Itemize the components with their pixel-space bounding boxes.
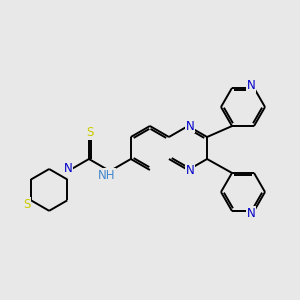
Text: N: N: [247, 207, 255, 220]
Text: S: S: [23, 198, 31, 211]
Text: N: N: [186, 119, 194, 133]
Text: N: N: [64, 162, 72, 175]
Text: N: N: [247, 80, 255, 92]
Text: NH: NH: [98, 169, 116, 182]
Text: S: S: [86, 127, 94, 140]
Text: N: N: [186, 164, 194, 176]
